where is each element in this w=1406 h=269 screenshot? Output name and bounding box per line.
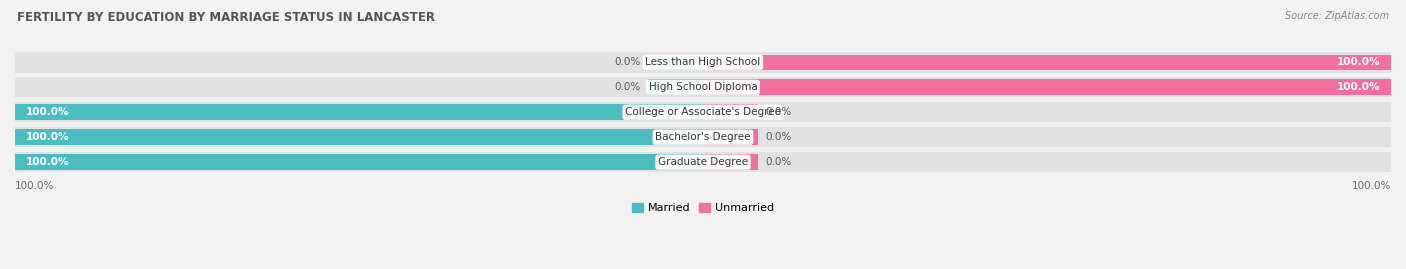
Bar: [703, 129, 758, 145]
Text: Bachelor's Degree: Bachelor's Degree: [655, 132, 751, 142]
Bar: [648, 80, 703, 95]
Bar: [648, 55, 703, 70]
Bar: [15, 152, 1391, 172]
Bar: [15, 52, 1391, 73]
Text: 0.0%: 0.0%: [765, 107, 792, 117]
Text: 100.0%: 100.0%: [25, 132, 69, 142]
Text: 100.0%: 100.0%: [25, 107, 69, 117]
Text: FERTILITY BY EDUCATION BY MARRIAGE STATUS IN LANCASTER: FERTILITY BY EDUCATION BY MARRIAGE STATU…: [17, 11, 434, 24]
Bar: [15, 102, 1391, 122]
Text: College or Associate's Degree: College or Associate's Degree: [626, 107, 780, 117]
Bar: [15, 154, 703, 170]
Bar: [15, 129, 703, 145]
Bar: [703, 55, 1391, 70]
Text: 0.0%: 0.0%: [765, 132, 792, 142]
Text: Less than High School: Less than High School: [645, 57, 761, 67]
Bar: [15, 77, 1391, 97]
Text: 100.0%: 100.0%: [1351, 181, 1391, 191]
Bar: [15, 104, 703, 120]
Bar: [703, 104, 758, 120]
Text: High School Diploma: High School Diploma: [648, 82, 758, 92]
Bar: [15, 127, 1391, 147]
Text: 0.0%: 0.0%: [614, 57, 641, 67]
Text: 100.0%: 100.0%: [1337, 57, 1381, 67]
Bar: [703, 80, 1391, 95]
Text: 0.0%: 0.0%: [765, 157, 792, 167]
Text: 100.0%: 100.0%: [1337, 82, 1381, 92]
Text: Graduate Degree: Graduate Degree: [658, 157, 748, 167]
Legend: Married, Unmarried: Married, Unmarried: [633, 203, 773, 213]
Text: Source: ZipAtlas.com: Source: ZipAtlas.com: [1285, 11, 1389, 21]
Text: 100.0%: 100.0%: [25, 157, 69, 167]
Text: 100.0%: 100.0%: [15, 181, 55, 191]
Text: 0.0%: 0.0%: [614, 82, 641, 92]
Bar: [703, 154, 758, 170]
